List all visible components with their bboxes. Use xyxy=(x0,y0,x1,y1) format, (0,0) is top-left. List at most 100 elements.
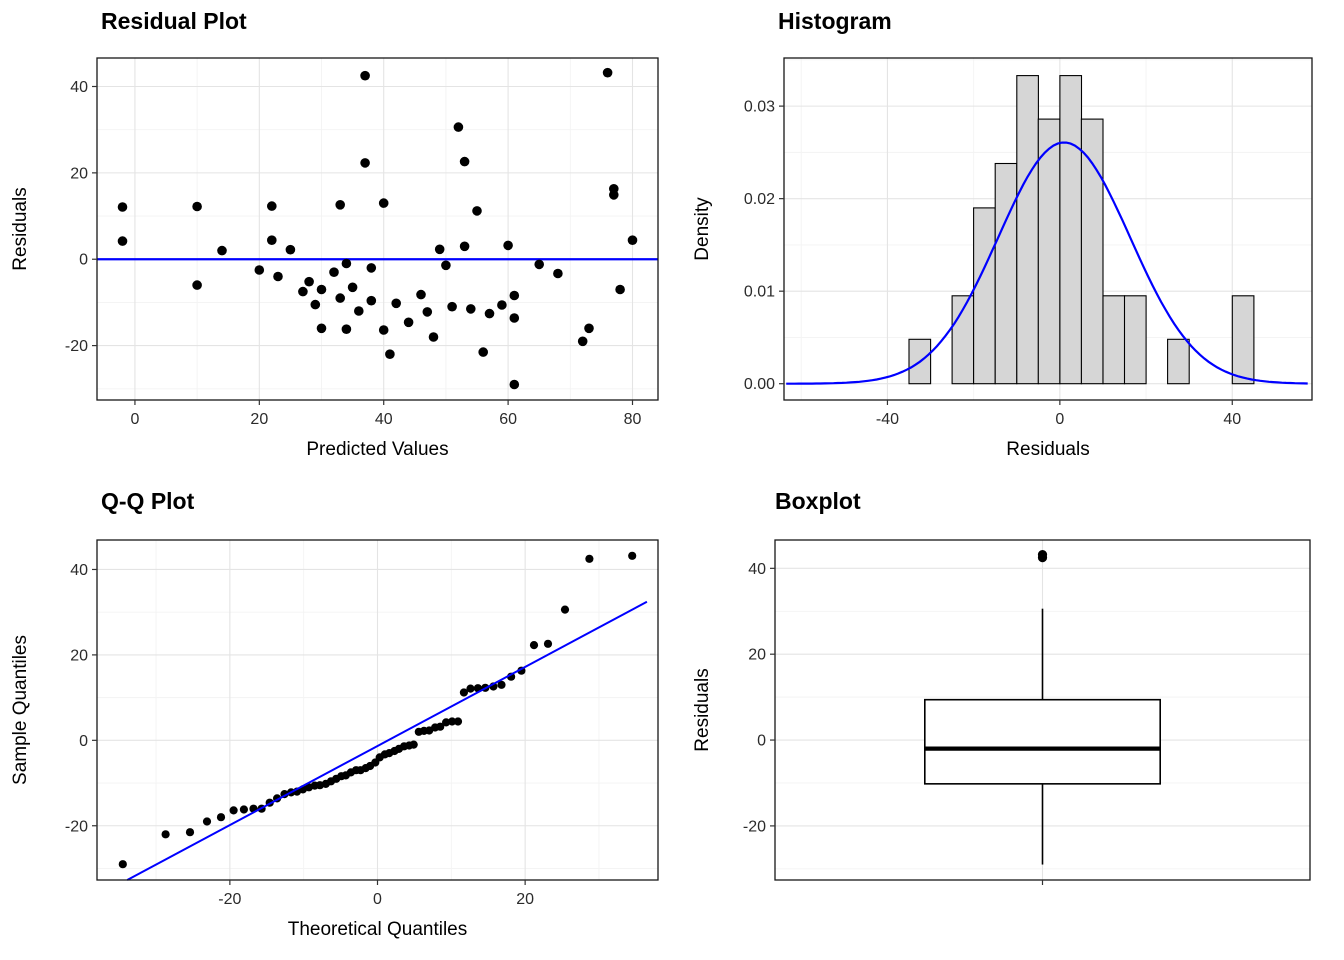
data-point xyxy=(497,680,506,689)
data-point xyxy=(466,304,476,314)
x-tick-label: 40 xyxy=(375,411,393,428)
qq-plot-title: Q-Q Plot xyxy=(101,488,195,514)
y-tick-label: 20 xyxy=(748,647,766,664)
normal-density-curve xyxy=(786,141,1308,385)
qq-plot-content xyxy=(118,551,648,881)
data-point xyxy=(335,200,346,210)
data-point xyxy=(354,306,364,316)
gridlines xyxy=(97,540,658,880)
data-point xyxy=(478,347,489,357)
y-tick-label: 0 xyxy=(79,733,88,750)
y-tick-label: -20 xyxy=(65,818,88,835)
axes: 0 20 40 60 80 -20 0 20 40 Predicted Values Residua… xyxy=(10,79,642,460)
histogram-chart: -40 0 40 0.00 0.01 0.02 0.03 Residuals Density xyxy=(692,57,1313,460)
histogram-content xyxy=(786,75,1308,385)
data-point xyxy=(577,336,588,347)
data-point xyxy=(185,828,195,837)
x-tick-label: -40 xyxy=(876,411,899,428)
y-tick-label: 40 xyxy=(70,562,88,579)
data-point xyxy=(497,300,507,310)
data-point xyxy=(347,282,358,293)
data-point xyxy=(254,265,265,275)
data-point xyxy=(584,323,594,334)
data-point xyxy=(509,379,520,390)
data-point xyxy=(453,122,464,132)
data-point xyxy=(422,307,433,317)
residual-plot-panel: Residual Plot 0 20 40 60 80 -20 0 20 40 Predicted… xyxy=(0,0,672,480)
axes: -20 0 20 40 Residuals xyxy=(692,561,1044,885)
data-point xyxy=(117,236,128,246)
y-tick-label: 0.01 xyxy=(744,284,775,301)
panel-background xyxy=(97,58,658,400)
data-point xyxy=(627,235,638,245)
x-tick-label: 0 xyxy=(1055,411,1064,428)
data-point xyxy=(360,70,370,81)
data-point xyxy=(239,805,248,814)
residual-plot-content xyxy=(97,67,658,390)
histogram-panel: Histogram -40 0 40 0.00 0.01 0.02 0.03 Residual… xyxy=(672,0,1344,480)
data-point xyxy=(229,806,238,815)
gridlines xyxy=(97,58,658,400)
data-point xyxy=(442,718,451,727)
data-point xyxy=(553,268,563,279)
data-point xyxy=(416,289,426,300)
data-point xyxy=(298,286,308,297)
data-point xyxy=(335,293,346,303)
axes: -20 0 20 -20 0 20 40 Theoretical Quantiles Sampl… xyxy=(10,562,534,940)
box xyxy=(924,698,1161,785)
data-point xyxy=(509,290,520,301)
data-point xyxy=(409,740,418,749)
boxplot-title: Boxplot xyxy=(775,488,861,514)
qq-plot-panel: Q-Q Plot -20 0 20 -20 0 20 40 Theoretical Quant… xyxy=(0,480,672,960)
histogram-bar xyxy=(1231,295,1255,385)
data-point xyxy=(285,244,296,255)
boxplot-content xyxy=(924,550,1161,865)
histogram-bar xyxy=(1167,338,1190,385)
x-axis-label: Residuals xyxy=(1006,439,1089,460)
data-point xyxy=(385,349,395,360)
data-point xyxy=(117,202,128,212)
data-point xyxy=(192,280,202,290)
data-point xyxy=(378,198,389,208)
x-tick-label: 0 xyxy=(373,891,382,908)
data-point xyxy=(543,639,553,648)
x-tick-label: 20 xyxy=(516,891,534,908)
data-point xyxy=(529,641,539,650)
data-point xyxy=(341,324,352,335)
x-axis-label: Predicted Values xyxy=(306,439,448,460)
data-point xyxy=(534,259,544,270)
data-point xyxy=(615,284,625,295)
data-point xyxy=(628,551,637,560)
x-tick-label: -20 xyxy=(218,891,241,908)
y-axis-label: Residuals xyxy=(692,668,713,751)
data-point xyxy=(459,688,468,697)
residual-plot-chart: 0 20 40 60 80 -20 0 20 40 Predicted Values Residua… xyxy=(10,57,659,460)
data-point xyxy=(466,684,475,693)
outlier-point xyxy=(1037,550,1048,560)
y-tick-label: 40 xyxy=(70,79,88,96)
data-point xyxy=(459,156,470,167)
data-point xyxy=(161,830,170,839)
data-point xyxy=(329,267,339,278)
data-point xyxy=(391,298,402,309)
data-point xyxy=(202,817,212,826)
data-point xyxy=(434,244,445,255)
x-tick-label: 80 xyxy=(624,411,642,428)
y-tick-label: 40 xyxy=(748,561,766,578)
data-point xyxy=(448,717,457,726)
residual-plot-title: Residual Plot xyxy=(101,8,247,34)
data-point xyxy=(217,245,227,256)
data-point xyxy=(316,323,327,334)
data-point xyxy=(436,722,445,731)
histogram-bar xyxy=(1080,118,1104,385)
histogram-bar xyxy=(1037,118,1061,385)
y-axis-label: Density xyxy=(692,197,713,261)
qq-reference-line xyxy=(126,600,648,881)
y-tick-label: 0 xyxy=(79,252,88,269)
histogram-bar xyxy=(973,207,996,385)
y-tick-label: 20 xyxy=(70,647,88,664)
data-point xyxy=(316,284,327,295)
x-tick-label: 40 xyxy=(1223,411,1241,428)
data-point xyxy=(509,313,520,323)
